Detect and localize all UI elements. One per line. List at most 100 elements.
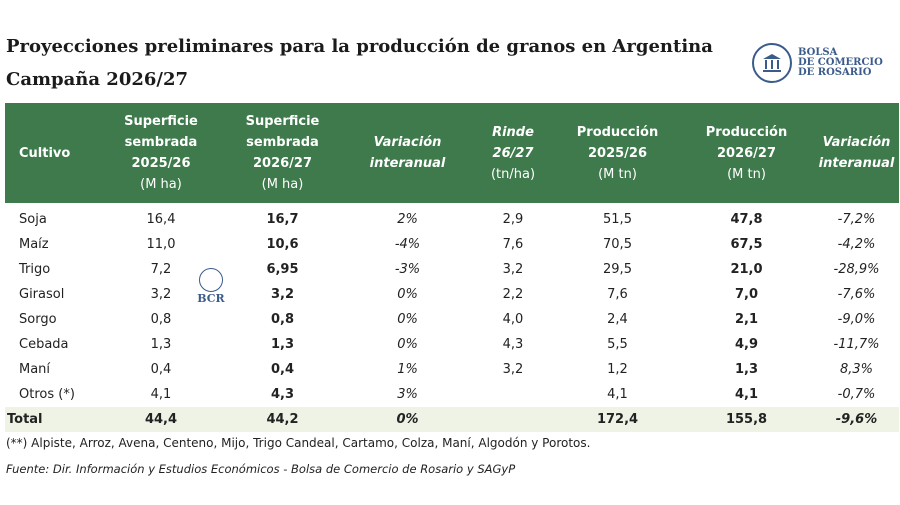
cell-varsup: -4% bbox=[394, 237, 421, 252]
logo-text: BOLSA DE COMERCIO DE ROSARIO bbox=[798, 47, 883, 78]
cell-sup2526: 0,4 bbox=[150, 362, 172, 377]
table-row: Maní 0,4 0,4 1% 3,2 1,2 1,3 8,3% bbox=[5, 357, 899, 382]
source-note: Fuente: Dir. Información y Estudios Econ… bbox=[6, 462, 516, 476]
title-line-2: Campaña 2026/27 bbox=[6, 69, 189, 90]
cell-varsup: 0% bbox=[397, 312, 418, 327]
total-sup2526: 44,4 bbox=[102, 407, 220, 432]
table-row: Soja 16,4 16,7 2% 2,9 51,5 47,8 -7,2% bbox=[5, 203, 899, 232]
cell-cultivo: Girasol bbox=[19, 287, 65, 302]
cell-prod2627: 1,3 bbox=[734, 362, 759, 377]
total-prod2526: 172,4 bbox=[556, 407, 679, 432]
table-row: Girasol 3,2 3,2 0% 2,2 7,6 7,0 -7,6% bbox=[5, 282, 899, 307]
cell-sup2627: 0,4 bbox=[270, 362, 295, 377]
watermark-seal-icon bbox=[199, 268, 223, 292]
cell-prod2526: 2,4 bbox=[607, 312, 628, 327]
production-table: Cultivo Superficie sembrada 2025/26 (M h… bbox=[5, 103, 899, 432]
total-prod2627: 155,8 bbox=[679, 407, 814, 432]
cell-sup2526: 3,2 bbox=[150, 287, 172, 302]
cell-varsup: 3% bbox=[397, 387, 418, 402]
cell-cultivo: Trigo bbox=[19, 262, 51, 277]
cell-varprod: -7,2% bbox=[837, 212, 876, 227]
table-total-row: Total 44,4 44,2 0% 172,4 155,8 -9,6% bbox=[5, 407, 899, 432]
cell-prod2526: 29,5 bbox=[603, 262, 632, 277]
title-line-1: Proyecciones preliminares para la produc… bbox=[6, 36, 713, 57]
cell-prod2526: 4,1 bbox=[607, 387, 628, 402]
table-header-row: Cultivo Superficie sembrada 2025/26 (M h… bbox=[5, 103, 899, 203]
watermark-text: BCR bbox=[197, 292, 225, 305]
cell-prod2627: 47,8 bbox=[730, 212, 763, 227]
col-var-prod: Variación interanual bbox=[814, 103, 899, 203]
cell-varprod: -28,9% bbox=[833, 262, 880, 277]
cell-sup2627: 0,8 bbox=[270, 312, 295, 327]
cell-sup2526: 1,3 bbox=[150, 337, 172, 352]
total-varsup: 0% bbox=[345, 407, 470, 432]
cell-rinde bbox=[470, 382, 556, 407]
col-rinde: Rinde 26/27 (tn/ha) bbox=[470, 103, 556, 203]
cell-varprod: -9,0% bbox=[837, 312, 876, 327]
cell-sup2627: 16,7 bbox=[266, 212, 299, 227]
cell-varprod: -0,7% bbox=[837, 387, 876, 402]
cell-prod2526: 5,5 bbox=[607, 337, 628, 352]
cell-sup2627: 1,3 bbox=[270, 337, 295, 352]
cell-sup2627: 10,6 bbox=[266, 237, 299, 252]
cell-varprod: -4,2% bbox=[837, 237, 876, 252]
col-prod-2627: Producción 2026/27 (M tn) bbox=[679, 103, 814, 203]
cell-prod2627: 21,0 bbox=[730, 262, 763, 277]
total-varprod: -9,6% bbox=[814, 407, 899, 432]
cell-sup2627: 4,3 bbox=[270, 387, 295, 402]
cell-sup2526: 11,0 bbox=[146, 237, 176, 252]
cell-sup2526: 16,4 bbox=[146, 212, 176, 227]
cell-prod2526: 70,5 bbox=[603, 237, 632, 252]
cell-varprod: -11,7% bbox=[833, 337, 880, 352]
cell-prod2627: 7,0 bbox=[734, 287, 759, 302]
table-row: Trigo 7,2 6,95 -3% 3,2 29,5 21,0 -28,9% bbox=[5, 257, 899, 282]
cell-prod2627: 67,5 bbox=[730, 237, 763, 252]
cell-varsup: 2% bbox=[397, 212, 418, 227]
cell-prod2526: 7,6 bbox=[607, 287, 628, 302]
cell-varsup: -3% bbox=[394, 262, 421, 277]
cell-cultivo: Sorgo bbox=[19, 312, 57, 327]
col-prod-2526: Producción 2025/26 (M tn) bbox=[556, 103, 679, 203]
cell-cultivo: Otros (*) bbox=[19, 387, 75, 402]
cell-cultivo: Maní bbox=[19, 362, 51, 377]
cell-cultivo: Soja bbox=[19, 212, 47, 227]
bcr-logo: BOLSA DE COMERCIO DE ROSARIO bbox=[752, 43, 883, 83]
bcr-watermark: BCR bbox=[194, 268, 228, 305]
col-var-sup: Variación interanual bbox=[345, 103, 470, 203]
table-row: Cebada 1,3 1,3 0% 4,3 5,5 4,9 -11,7% bbox=[5, 332, 899, 357]
bcr-seal-icon bbox=[752, 43, 792, 83]
cell-varprod: 8,3% bbox=[839, 362, 874, 377]
col-sup-2526: Superficie sembrada 2025/26 (M ha) bbox=[102, 103, 220, 203]
cell-sup2526: 0,8 bbox=[150, 312, 172, 327]
table-row: Otros (*) 4,1 4,3 3% 4,1 4,1 -0,7% bbox=[5, 382, 899, 407]
cell-rinde: 4,3 bbox=[502, 337, 524, 352]
cell-rinde: 3,2 bbox=[502, 362, 524, 377]
cell-prod2526: 51,5 bbox=[603, 212, 632, 227]
cell-rinde: 7,6 bbox=[502, 237, 524, 252]
table-row: Maíz 11,0 10,6 -4% 7,6 70,5 67,5 -4,2% bbox=[5, 232, 899, 257]
cell-sup2627: 6,95 bbox=[266, 262, 299, 277]
page-title: Proyecciones preliminares para la produc… bbox=[6, 30, 713, 96]
cell-varsup: 1% bbox=[397, 362, 418, 377]
footnote: (**) Alpiste, Arroz, Avena, Centeno, Mij… bbox=[6, 436, 591, 450]
cell-sup2526: 4,1 bbox=[150, 387, 172, 402]
cell-prod2627: 4,1 bbox=[734, 387, 759, 402]
cell-sup2526: 7,2 bbox=[150, 262, 172, 277]
cell-prod2627: 2,1 bbox=[734, 312, 759, 327]
total-sup2627: 44,2 bbox=[220, 407, 345, 432]
total-cultivo: Total bbox=[5, 407, 102, 432]
cell-varsup: 0% bbox=[397, 337, 418, 352]
cell-rinde: 2,2 bbox=[502, 287, 524, 302]
table-row: Sorgo 0,8 0,8 0% 4,0 2,4 2,1 -9,0% bbox=[5, 307, 899, 332]
cell-prod2526: 1,2 bbox=[607, 362, 628, 377]
cell-prod2627: 4,9 bbox=[734, 337, 759, 352]
cell-varprod: -7,6% bbox=[837, 287, 876, 302]
cell-varsup: 0% bbox=[397, 287, 418, 302]
col-sup-2627: Superficie sembrada 2026/27 (M ha) bbox=[220, 103, 345, 203]
cell-rinde: 4,0 bbox=[502, 312, 524, 327]
cell-sup2627: 3,2 bbox=[270, 287, 295, 302]
cell-cultivo: Maíz bbox=[19, 237, 49, 252]
cell-cultivo: Cebada bbox=[19, 337, 69, 352]
cell-rinde: 3,2 bbox=[502, 262, 524, 277]
total-rinde bbox=[470, 407, 556, 432]
